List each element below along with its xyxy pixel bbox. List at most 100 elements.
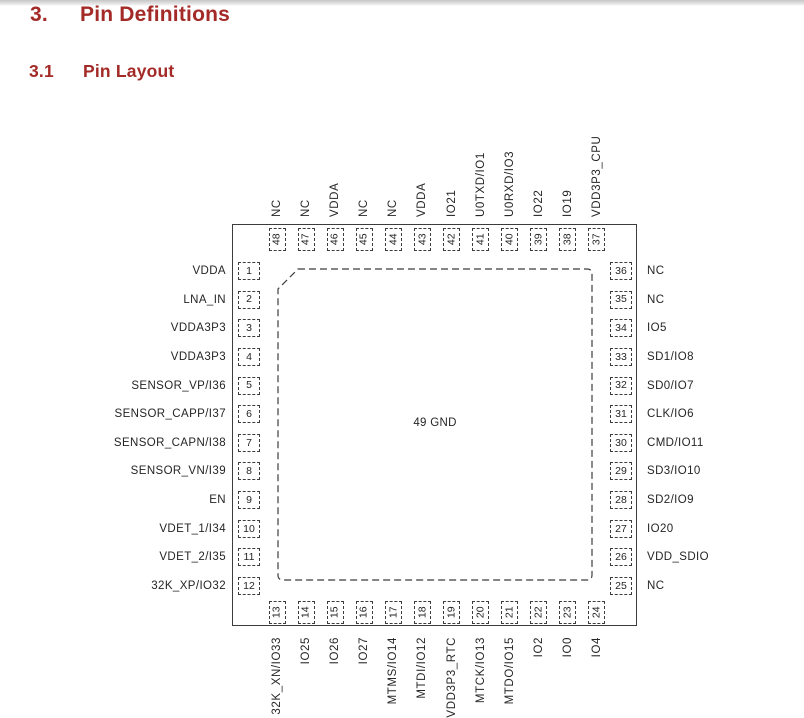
pin-number: 31 — [615, 407, 627, 420]
pin-number: 28 — [615, 493, 627, 506]
pin-label: 32K_XN/IO33 — [271, 637, 283, 715]
pin-number: 8 — [246, 465, 252, 478]
pin-box: 21 — [501, 601, 519, 624]
pin-label: NC — [271, 199, 283, 217]
pin-label: VDDA — [416, 182, 429, 217]
pin-label: IO19 — [561, 189, 574, 217]
pin-label: VDDA — [192, 265, 226, 277]
pin-label: U0TXD/IO1 — [474, 152, 487, 217]
pin-box: 22 — [530, 601, 548, 624]
pin-number: 30 — [615, 436, 627, 449]
pin-box: 12 — [238, 577, 260, 596]
pin-box: 23 — [559, 601, 577, 624]
pin-number: 48 — [270, 233, 283, 246]
pin-label: SENSOR_VN/I39 — [130, 465, 226, 478]
pin-number: 23 — [561, 606, 574, 619]
pin-box: 4 — [238, 347, 260, 366]
pin-box: 46 — [326, 228, 344, 251]
subsection-heading: 3.1 Pin Layout — [29, 61, 174, 82]
pin-box: 6 — [238, 405, 260, 424]
pin-box: 19 — [443, 601, 461, 624]
pin-box: 27 — [610, 519, 632, 538]
pin-box: 30 — [610, 433, 632, 452]
pin-number: 1 — [246, 264, 252, 277]
pin-label: MTDI/IO12 — [416, 637, 429, 699]
pin-box: 40 — [501, 228, 519, 251]
pin-box: 15 — [326, 601, 344, 624]
pin-number: 47 — [299, 233, 312, 246]
pin-box: 17 — [384, 601, 402, 624]
pin-label: SD0/IO7 — [647, 379, 694, 392]
pin-box: 34 — [610, 319, 632, 338]
pin-label: VDD3P3_RTC — [445, 637, 458, 718]
pin-label: IO26 — [329, 637, 342, 665]
pin-number: 13 — [270, 606, 283, 619]
pin-label: VDET_1/I34 — [159, 522, 226, 535]
pin-label: IO21 — [445, 189, 458, 217]
pin-number: 33 — [615, 350, 627, 363]
pin-number: 24 — [590, 606, 603, 619]
pin-label: IO2 — [532, 637, 545, 658]
pin-number: 42 — [445, 233, 458, 246]
pin-number: 10 — [243, 522, 255, 535]
pin-box: 32 — [610, 376, 632, 395]
pin-number: 16 — [358, 606, 371, 619]
pin-label: 32K_XP/IO32 — [151, 580, 226, 593]
pin-label: SENSOR_CAPN/I38 — [113, 436, 226, 449]
pin-number: 39 — [532, 233, 545, 246]
pin-box: 25 — [610, 577, 632, 596]
pin-label: NC — [387, 199, 400, 217]
pin-box: 26 — [610, 548, 632, 567]
pin-box: 7 — [238, 433, 260, 452]
pin-label: NC — [647, 265, 665, 277]
pin-box: 14 — [297, 601, 315, 624]
pin-number: 46 — [328, 233, 341, 246]
pin-box: 44 — [384, 228, 402, 251]
pin-number: 38 — [561, 233, 574, 246]
pin-number: 27 — [615, 522, 627, 535]
subsection-number: 3.1 — [29, 61, 54, 81]
pin-number: 40 — [503, 233, 516, 246]
pin-number: 45 — [358, 233, 371, 246]
pin-label: CLK/IO6 — [647, 408, 694, 421]
pin-box: 1 — [238, 262, 260, 280]
pin-number: 17 — [387, 606, 400, 619]
pin-label: MTMS/IO14 — [387, 637, 400, 705]
pin-box: 9 — [238, 491, 260, 510]
pin-number: 19 — [445, 606, 458, 619]
pin-number: 7 — [246, 436, 252, 449]
pin-label: VDDA3P3 — [170, 322, 226, 335]
pin-box: 24 — [588, 601, 606, 624]
pin-label: IO5 — [647, 322, 667, 335]
pin-number: 5 — [246, 379, 252, 392]
pin-label: SENSOR_VP/I36 — [131, 379, 226, 392]
pin-label: VDD_SDIO — [647, 551, 709, 564]
pin-box: 45 — [355, 228, 373, 251]
pin-label: SENSOR_CAPP/I37 — [114, 408, 226, 421]
pin-number: 3 — [246, 322, 252, 335]
pin-label: CMD/IO11 — [647, 436, 704, 449]
pin-box: 28 — [610, 491, 632, 510]
pin-box: 33 — [610, 347, 632, 366]
pin-box: 47 — [297, 228, 315, 251]
pin-box: 10 — [238, 519, 260, 538]
pin-number: 11 — [243, 551, 255, 564]
pin-label: LNA_IN — [183, 293, 226, 306]
pin-box: 43 — [413, 228, 431, 251]
subsection-title: Pin Layout — [83, 61, 175, 81]
pin-number: 34 — [615, 322, 627, 335]
pin-number: 36 — [615, 264, 627, 277]
pin-label: SD3/IO10 — [647, 465, 701, 478]
pin-number: 21 — [503, 606, 516, 619]
pin-number: 43 — [416, 233, 429, 246]
pin-box: 5 — [238, 376, 260, 395]
pin-box: 38 — [559, 228, 577, 251]
pin-label: MTDO/IO15 — [503, 637, 516, 705]
pin-label: IO0 — [561, 637, 574, 658]
pin-label: SD2/IO9 — [647, 494, 694, 507]
pin-box: 35 — [610, 290, 632, 309]
pin-number: 41 — [474, 233, 487, 246]
pin-box: 18 — [413, 601, 431, 624]
